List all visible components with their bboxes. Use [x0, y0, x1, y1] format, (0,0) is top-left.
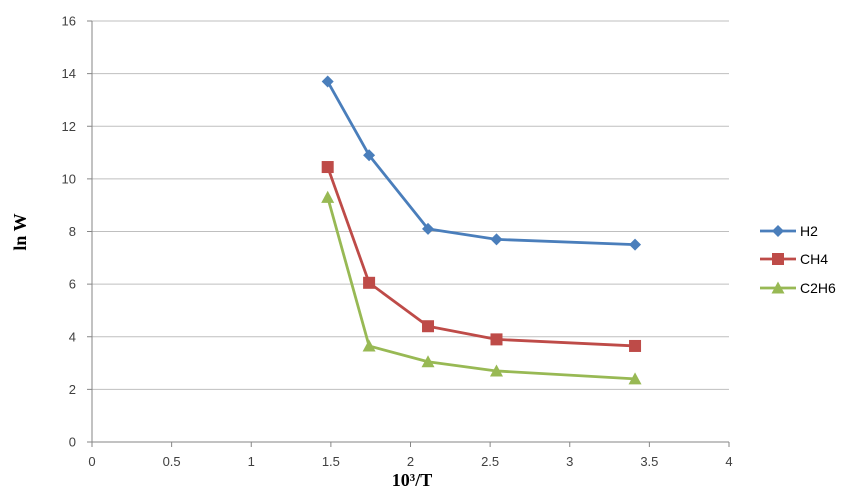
legend-item-ch4: CH4 — [760, 251, 828, 267]
y-tick-label: 4 — [69, 329, 76, 344]
x-tick-label: 1 — [248, 454, 255, 469]
y-tick-label: 8 — [69, 224, 76, 239]
y-tick-label: 12 — [62, 119, 76, 134]
data-point-h2 — [321, 75, 334, 88]
y-tick-label: 10 — [62, 171, 76, 186]
y-tick-labels: 0 2 4 6 8 10 12 14 16 — [62, 14, 76, 450]
data-point-c2h6 — [421, 355, 435, 368]
x-tick-label: 3.5 — [640, 454, 658, 469]
data-point-h2 — [629, 238, 642, 251]
x-axis-label: 10³/T — [392, 470, 432, 490]
series-c2h6 — [321, 190, 642, 385]
x-tick-label: 2.5 — [481, 454, 499, 469]
data-point-h2 — [363, 149, 376, 162]
y-tick-label: 16 — [62, 14, 76, 29]
series-ch4 — [321, 161, 642, 352]
data-point-h2 — [490, 233, 503, 246]
x-tick-label: 0.5 — [163, 454, 181, 469]
series-line-h2 — [326, 80, 636, 247]
y-tick-label: 6 — [69, 277, 76, 292]
axes — [87, 20, 730, 447]
x-tick-labels: 0 0.5 1 1.5 2 2.5 3 3.5 4 — [88, 454, 732, 469]
legend-label: CH4 — [800, 251, 828, 267]
data-point-h2 — [422, 222, 435, 235]
data-point-c2h6 — [628, 372, 642, 385]
x-tick-label: 2 — [407, 454, 414, 469]
data-point-ch4 — [363, 276, 376, 289]
series-lines — [321, 75, 642, 385]
data-point-ch4 — [321, 161, 334, 174]
data-point-ch4 — [490, 333, 503, 346]
legend-marker — [772, 253, 784, 265]
data-point-c2h6 — [489, 364, 503, 377]
series-h2 — [321, 75, 642, 251]
y-axis-label: ln W — [10, 213, 30, 250]
data-point-ch4 — [629, 339, 642, 352]
data-point-ch4 — [422, 320, 435, 333]
data-point-c2h6 — [362, 339, 376, 352]
y-tick-label: 0 — [69, 435, 76, 450]
y-tick-label: 2 — [69, 382, 76, 397]
legend-item-c2h6: C2H6 — [760, 280, 836, 296]
legend-marker — [771, 281, 785, 294]
x-tick-label: 1.5 — [322, 454, 340, 469]
data-point-c2h6 — [321, 190, 335, 203]
x-tick-label: 0 — [88, 454, 95, 469]
y-tick-label: 14 — [62, 66, 76, 81]
series-line-ch4 — [326, 166, 636, 348]
gridlines — [92, 20, 729, 390]
x-tick-label: 4 — [725, 454, 732, 469]
legend-label: H2 — [800, 223, 818, 239]
legend-item-h2: H2 — [760, 223, 818, 239]
legend: H2 CH4 C2H6 — [760, 223, 836, 296]
legend-marker — [772, 225, 784, 237]
x-tick-label: 3 — [566, 454, 573, 469]
legend-label: C2H6 — [800, 280, 836, 296]
